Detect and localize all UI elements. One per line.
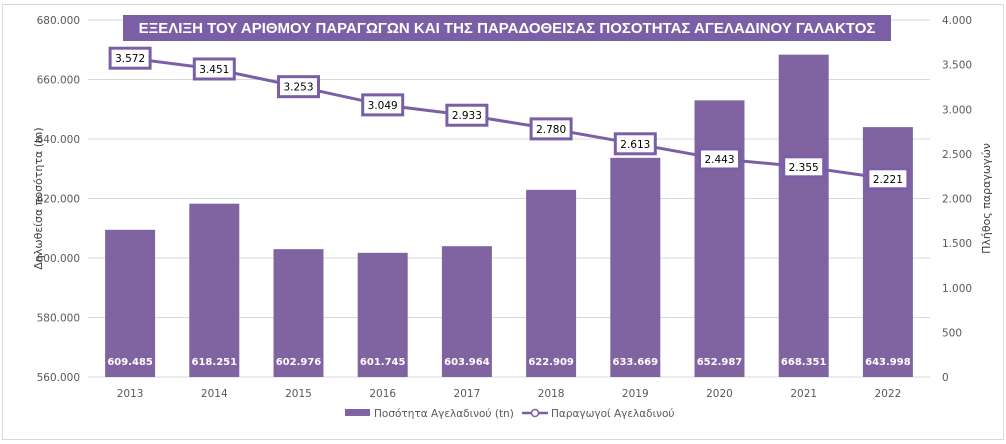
y2-tick-label: 0 <box>942 372 949 384</box>
bar-value-label: 652.987 <box>697 357 743 368</box>
y-axis-title: Δηλωθείσα ποσότητα (tn) <box>32 127 45 269</box>
legend-bar-label: Ποσότητα Αγελαδινού (tn) <box>374 408 514 420</box>
bar-2019 <box>610 157 661 377</box>
point-value-label: 2.780 <box>536 124 566 136</box>
y-tick-label: 600.000 <box>37 253 80 265</box>
bar-2020 <box>694 100 745 377</box>
legend-bar-swatch <box>345 409 370 416</box>
y2-tick-label: 3.500 <box>942 60 972 72</box>
x-tick-label: 2018 <box>538 388 565 400</box>
bar-value-label: 601.745 <box>360 357 406 368</box>
bar-value-label: 668.351 <box>781 357 827 368</box>
legend-line-label: Παραγωγοί Αγελαδινού <box>551 408 675 420</box>
bar-2022 <box>862 127 913 377</box>
x-tick-label: 2019 <box>622 388 649 400</box>
point-value-label: 3.572 <box>115 53 145 65</box>
bar-value-label: 618.251 <box>192 357 238 368</box>
x-tick-label: 2017 <box>454 388 481 400</box>
y2-tick-label: 2.500 <box>942 149 972 161</box>
bar-value-label: 602.976 <box>276 357 322 368</box>
y2-axis-title: Πλήθος παραγωγών <box>980 143 993 254</box>
x-tick-label: 2016 <box>369 388 396 400</box>
point-label-box <box>529 117 573 141</box>
y2-tick-label: 500 <box>942 327 962 339</box>
x-tick-label: 2022 <box>875 388 902 400</box>
bar-2017 <box>441 246 492 377</box>
bar-value-label: 609.485 <box>107 357 153 368</box>
x-tick-label: 2013 <box>117 388 144 400</box>
point-value-label: 3.451 <box>199 64 229 76</box>
point-value-label: 3.049 <box>368 100 398 112</box>
bar-value-label: 643.998 <box>865 357 911 368</box>
y2-tick-label: 4.000 <box>942 15 972 27</box>
bar-value-label: 603.964 <box>444 357 490 368</box>
point-label-box <box>277 75 320 99</box>
point-value-label: 3.253 <box>283 82 313 94</box>
point-label-box <box>613 132 657 156</box>
y-tick-label: 580.000 <box>37 313 80 325</box>
x-tick-label: 2021 <box>790 388 817 400</box>
title-background <box>123 15 891 41</box>
bar-value-label: 622.909 <box>528 357 574 368</box>
y-tick-label: 680.000 <box>37 15 80 27</box>
bar-2016 <box>357 252 408 377</box>
point-value-label: 2.933 <box>452 110 482 122</box>
y-tick-label: 660.000 <box>37 75 80 87</box>
point-label-box <box>866 167 910 191</box>
point-label-box <box>108 46 152 70</box>
x-tick-label: 2015 <box>285 388 312 400</box>
point-label-box <box>361 93 405 117</box>
point-value-label: 2.221 <box>873 174 903 186</box>
y-tick-label: 640.000 <box>37 134 80 146</box>
legend-line-marker <box>530 408 540 418</box>
y2-tick-label: 1.500 <box>942 238 972 250</box>
x-tick-label: 2020 <box>706 388 733 400</box>
point-label-box <box>192 57 236 81</box>
point-value-label: 2.443 <box>704 154 734 166</box>
y2-tick-label: 2.000 <box>942 194 972 206</box>
bar-2021 <box>778 54 829 378</box>
y-tick-label: 560.000 <box>37 372 80 384</box>
y2-tick-label: 3.000 <box>942 104 972 116</box>
point-label-box <box>698 147 741 171</box>
bar-2013 <box>105 229 156 377</box>
point-value-label: 2.613 <box>620 139 650 151</box>
chart-title: ΕΞΕΛΙΞΗ ΤΟΥ ΑΡΙΘΜΟΥ ΠΑΡΑΓΩΓΩΝ ΚΑΙ ΤΗΣ ΠΑ… <box>139 20 876 37</box>
chart-frame <box>2 4 1004 440</box>
point-value-label: 2.355 <box>789 162 819 174</box>
bar-2018 <box>526 189 577 377</box>
x-tick-label: 2014 <box>201 388 228 400</box>
y2-tick-label: 1.000 <box>942 283 972 295</box>
bar-value-label: 633.669 <box>613 357 659 368</box>
bar-2014 <box>189 203 240 377</box>
producers-line <box>129 56 889 181</box>
point-label-box <box>445 103 489 127</box>
point-label-box <box>782 155 826 179</box>
bar-2015 <box>273 249 324 377</box>
y-tick-label: 620.000 <box>37 194 80 206</box>
